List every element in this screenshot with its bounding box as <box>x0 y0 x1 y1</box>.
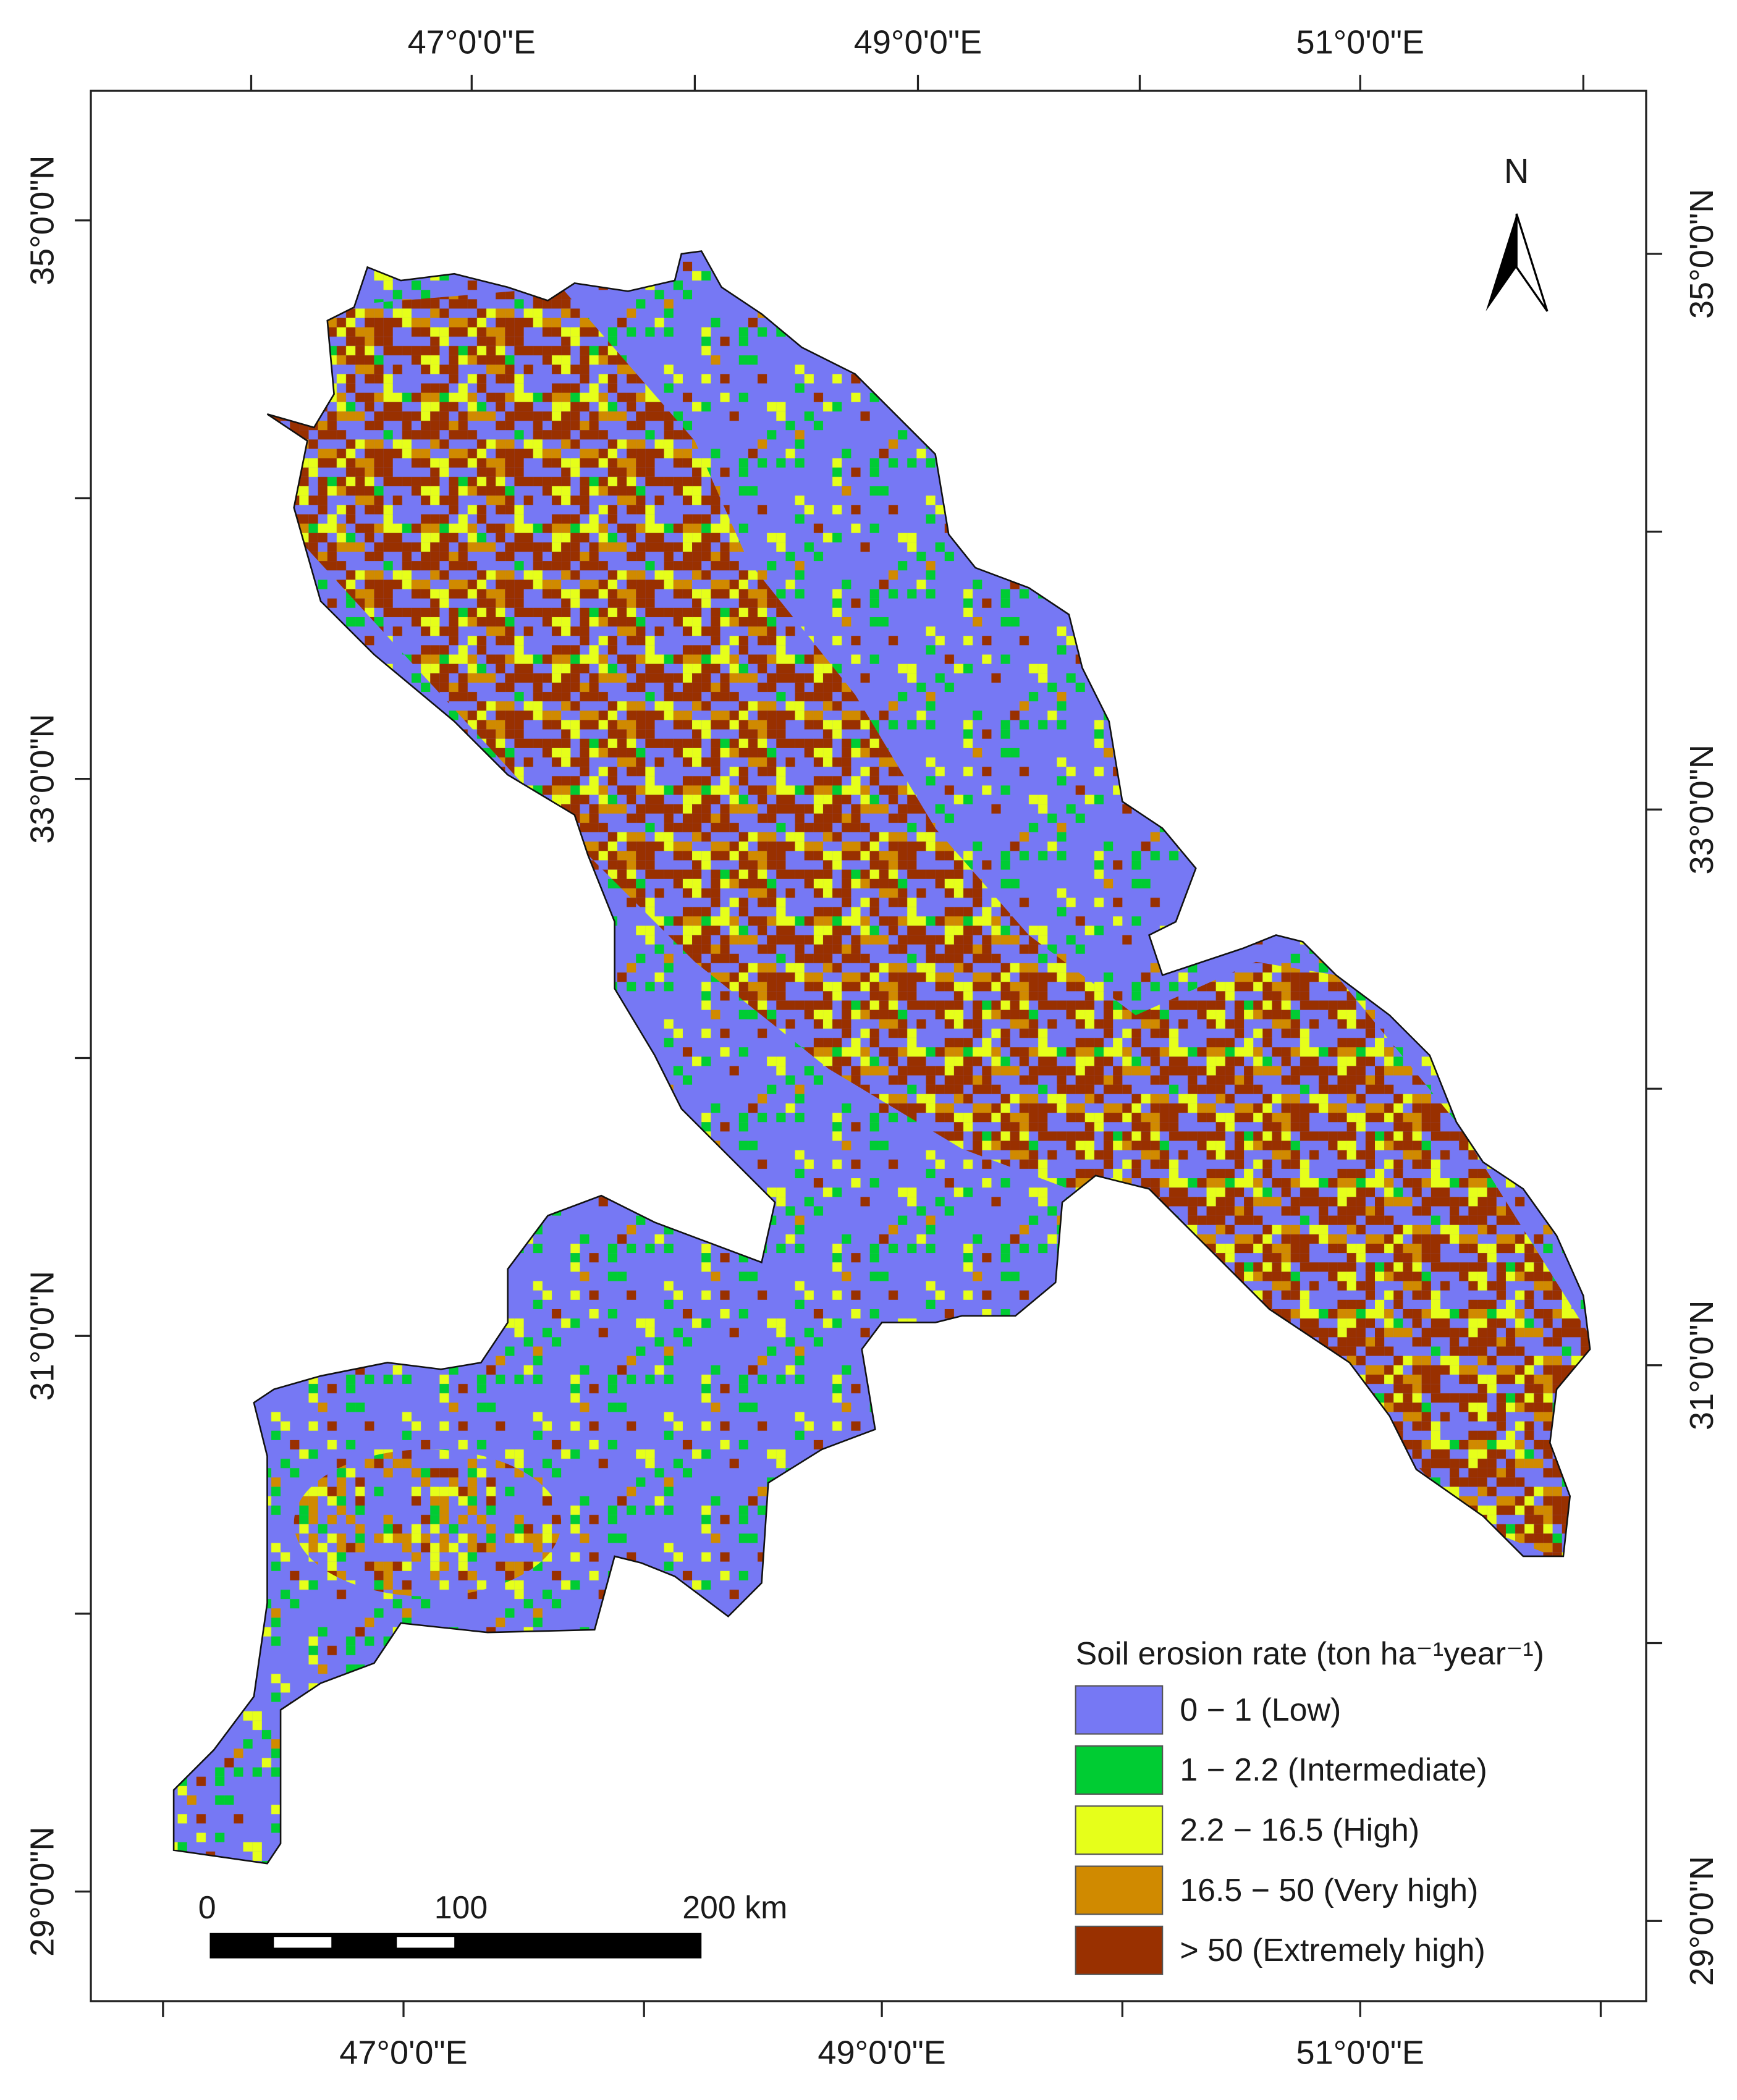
legend-label: 0 − 1 (Low) <box>1180 1692 1341 1727</box>
map-frame <box>90 90 1647 2002</box>
legend-label: 2.2 − 16.5 (High) <box>1180 1812 1419 1848</box>
scale-label: 0 <box>198 1889 216 1925</box>
scale-label: 100 <box>434 1889 488 1925</box>
top-label: 47°0'0"E <box>408 23 536 61</box>
legend-label: > 50 (Extremely high) <box>1180 1932 1485 1968</box>
scale-bar-segment <box>274 1937 332 1948</box>
raster-mid-zone <box>294 1449 562 1596</box>
bottom-label: 47°0'0"E <box>339 2035 467 2072</box>
left-label: 31°0'0"N <box>23 1271 61 1401</box>
legend-swatch <box>1075 1745 1164 1795</box>
top-label: 51°0'0"E <box>1296 23 1424 61</box>
left-label: 29°0'0"N <box>23 1826 61 1956</box>
legend-label: 1 − 2.2 (Intermediate) <box>1180 1752 1487 1787</box>
legend-swatch <box>1075 1925 1164 1975</box>
right-label: 33°0'0"N <box>1683 744 1720 874</box>
north-arrow-right <box>1515 213 1549 312</box>
scale-bar-segment <box>397 1937 455 1948</box>
north-label: N <box>1504 151 1529 190</box>
right-label: 29°0'0"N <box>1683 1856 1720 1986</box>
left-label: 33°0'0"N <box>23 714 61 843</box>
north-arrow-left <box>1486 213 1517 311</box>
raster-high-zone <box>267 287 1591 1563</box>
graticule-ticks: 47°0'0"E 49°0'0"E 51°0'0"E 47°0'0"E 49°0'0"E… <box>23 23 1720 2071</box>
legend-title: Soil erosion rate (ton ha⁻¹year⁻¹) <box>1076 1635 1544 1671</box>
bottom-label: 51°0'0"E <box>1296 2035 1424 2072</box>
top-label: 49°0'0"E <box>854 23 982 61</box>
legend: 0 − 1 (Low) 1 − 2.2 (Intermediate) 2.2 − 1… <box>1075 1685 1487 1975</box>
left-label: 35°0'0"N <box>23 156 61 285</box>
bottom-label: 49°0'0"E <box>818 2035 945 2072</box>
scale-label: 200 km <box>682 1889 787 1925</box>
legend-swatch <box>1075 1865 1164 1915</box>
right-label: 35°0'0"N <box>1683 189 1720 319</box>
legend-label: 16.5 − 50 (Very high) <box>1180 1872 1478 1908</box>
legend-swatch <box>1075 1805 1164 1855</box>
legend-swatch <box>1075 1685 1164 1735</box>
right-label: 31°0'0"N <box>1683 1301 1720 1430</box>
